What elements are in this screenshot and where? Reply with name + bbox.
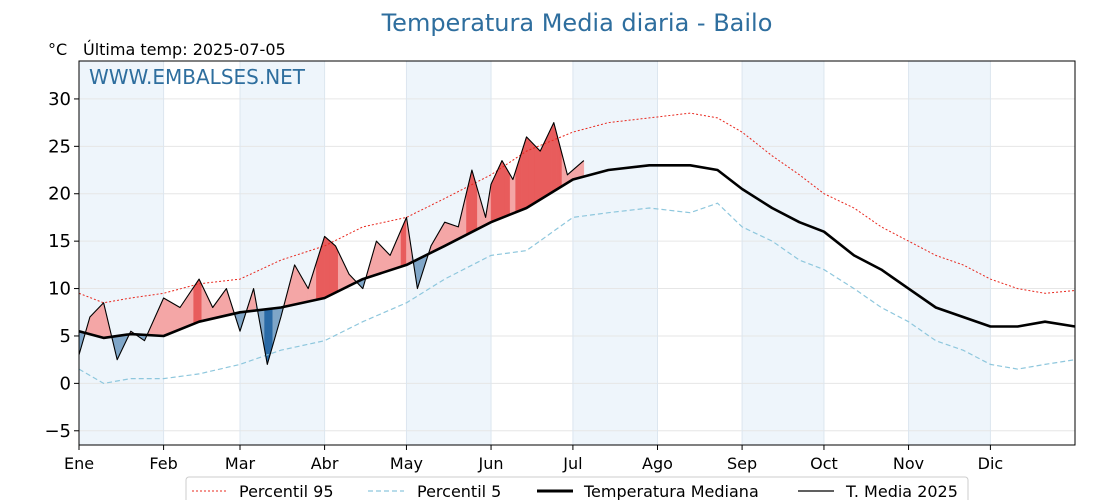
month-band-4 <box>742 61 824 445</box>
anomaly-fill <box>92 310 96 336</box>
legend-label-median: Temperatura Mediana <box>583 482 759 500</box>
series-line-p5 <box>78 202 1076 385</box>
y-tick-label: 0 <box>60 373 71 394</box>
x-tick-label: Ago <box>642 454 673 473</box>
anomaly-fill <box>185 294 189 328</box>
x-tick-label: Ene <box>64 454 94 473</box>
anomaly-fill <box>548 128 552 196</box>
month-band-3 <box>572 61 658 445</box>
y-tick-label: 5 <box>60 326 71 347</box>
x-tick-label: Nov <box>893 454 924 473</box>
anomaly-fill <box>100 302 104 339</box>
anomaly-fill <box>378 243 383 275</box>
anomaly-fill <box>449 223 454 244</box>
anomaly-fill <box>193 282 197 325</box>
anomaly-fill <box>501 159 505 219</box>
plot-area: −5 0 5 10 15 20 25 30 Ene Feb Mar Abr May Jun Jul Ago Se… <box>44 60 1076 473</box>
month-band-1 <box>239 61 325 445</box>
anomaly-fill <box>507 169 511 216</box>
anomaly-fill <box>329 240 334 296</box>
x-tick-label: Dic <box>978 454 1004 473</box>
anomaly-fill <box>531 141 535 206</box>
anomaly-fill <box>384 249 388 273</box>
x-tick-label: Jul <box>562 454 582 473</box>
anomaly-fill <box>198 278 203 323</box>
anomaly-fill <box>496 166 500 221</box>
y-tick-label: −5 <box>44 421 71 442</box>
month-band-0 <box>79 61 164 445</box>
anomaly-fill <box>187 290 192 327</box>
x-tick-label: Abr <box>311 454 339 473</box>
anomaly-fill <box>335 245 339 294</box>
legend-label-current: T. Media 2025 <box>845 482 958 500</box>
anomaly-fill <box>539 145 544 201</box>
x-tick-label: Oct <box>810 454 838 473</box>
anomaly-fill <box>196 278 200 324</box>
anomaly-fill <box>537 147 541 202</box>
watermark: WWW.EMBALSES.NET <box>89 65 306 89</box>
anomaly-fill <box>294 263 298 305</box>
chart-title: Temperatura Media diaria - Bailo <box>381 9 773 37</box>
plot-frame <box>78 60 1076 446</box>
legend-box <box>185 476 969 500</box>
anomaly-fill <box>332 242 336 295</box>
x-tick-label: Mar <box>225 454 256 473</box>
anomaly-fill <box>171 302 175 334</box>
anomaly-fill <box>174 303 178 332</box>
anomaly-fill <box>447 222 451 245</box>
series-line-median <box>78 164 1076 340</box>
anomaly-fill <box>493 172 497 222</box>
anomaly-fill <box>523 136 527 210</box>
anomaly-fill <box>381 246 385 274</box>
anomaly-fill <box>163 297 167 337</box>
legend: Percentil 95 Percentil 5 Temperatura Med… <box>185 476 969 500</box>
anomaly-fill <box>504 164 508 218</box>
anomaly-fill <box>534 144 538 204</box>
y-tick-label: 20 <box>48 184 71 205</box>
anomaly-fill <box>403 217 407 267</box>
anomaly-fill <box>97 305 102 338</box>
anomaly-fill <box>444 221 448 247</box>
anomaly-fill <box>327 238 331 298</box>
last-temp-label: Última temp: 2025-07-05 <box>83 40 286 59</box>
anomaly-fill <box>509 173 514 215</box>
series-line-current <box>78 122 585 365</box>
legend-label-p5: Percentil 5 <box>417 482 501 500</box>
anomaly-fill <box>190 286 194 326</box>
series-line-p95 <box>78 112 1076 304</box>
anomaly-fill <box>376 240 380 275</box>
anomaly-fill <box>526 136 530 209</box>
month-band-2 <box>406 61 492 445</box>
y-axis-unit: °C <box>48 40 67 59</box>
anomaly-fill <box>542 139 546 199</box>
x-tick-label: Sep <box>727 454 757 473</box>
anomaly-fill <box>168 300 173 335</box>
anomaly-fill <box>166 299 170 336</box>
x-tick-label: May <box>390 454 423 473</box>
anomaly-fill <box>321 236 325 299</box>
y-tick-label: 25 <box>48 136 71 157</box>
x-tick-label: Feb <box>149 454 177 473</box>
y-tick-label: 30 <box>48 89 71 110</box>
anomaly-fill <box>176 305 181 331</box>
anomaly-fill <box>550 122 555 194</box>
y-tick-label: 15 <box>48 231 71 252</box>
month-band-5 <box>908 61 991 445</box>
x-tick-label: Jun <box>478 454 504 473</box>
y-tick-label: 10 <box>48 279 71 300</box>
anomaly-fill <box>95 307 99 337</box>
legend-label-p95: Percentil 95 <box>239 482 334 500</box>
anomaly-fill <box>520 145 525 211</box>
